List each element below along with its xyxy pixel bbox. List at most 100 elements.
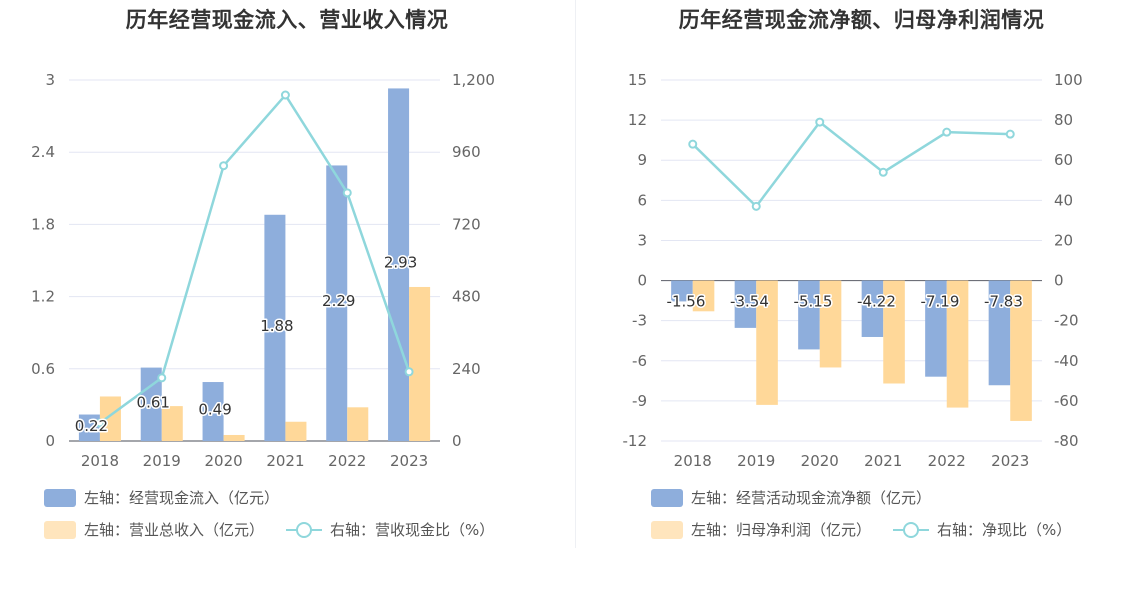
y-left-tick-label: 0 xyxy=(637,272,647,290)
y-right-tick-label: 240 xyxy=(452,360,481,378)
bar-left-series1 xyxy=(140,367,162,441)
bar-left-series1 xyxy=(798,280,820,350)
bar-left-series2 xyxy=(99,396,121,441)
legend-row-2: 左轴：归母净利润（亿元） 右轴：净现比（%） xyxy=(651,519,1093,540)
legend-swatch-bar1 xyxy=(44,488,76,507)
bar-left-series1 xyxy=(326,165,348,442)
y-right-tick-label: -20 xyxy=(1054,312,1079,330)
data-label: -4.22 xyxy=(857,293,896,311)
x-tick-label: 2020 xyxy=(801,452,839,470)
y-right-tick-label: -60 xyxy=(1054,392,1079,410)
bar-left-series1 xyxy=(671,280,693,302)
bar-left-series1 xyxy=(861,280,884,337)
line-point xyxy=(751,201,761,211)
legend-item-bar2[interactable]: 左轴：归母净利润（亿元） xyxy=(651,519,871,540)
y-right-tick-label: 20 xyxy=(1054,231,1073,249)
bar-left-series2 xyxy=(409,286,431,441)
bar-left-series1 xyxy=(202,382,224,441)
legend-item-bar1[interactable]: 左轴：经营活动现金流净额（亿元） xyxy=(651,487,931,508)
legend-item-bar1[interactable]: 左轴：经营现金流入（亿元） xyxy=(44,487,279,508)
line-point xyxy=(95,418,105,428)
legend-item-line[interactable]: 右轴：净现比（%） xyxy=(893,519,1071,540)
x-tick-label: 2018 xyxy=(81,452,119,470)
y-left-tick-label: 9 xyxy=(637,151,647,169)
chart-panel-right: 历年经营现金流净额、归母净利润情况 -12 -9 -6 -3 0 3 6 9 12 15 -80 -6… xyxy=(575,0,1148,589)
legend-item-line[interactable]: 右轴：营收现金比（%） xyxy=(286,519,494,540)
bar-left-series1 xyxy=(988,280,1011,386)
y-right-tick-label: 40 xyxy=(1054,191,1073,209)
legend-label: 左轴：经营现金流入（亿元） xyxy=(84,489,280,507)
y-left-tick-label: 2.4 xyxy=(31,143,55,161)
bar-left-series2 xyxy=(347,407,369,441)
x-tick-label: 2021 xyxy=(266,452,304,470)
data-label: -5.15 xyxy=(794,293,833,311)
x-tick-label: 2019 xyxy=(143,452,181,470)
data-label: -7.19 xyxy=(921,293,960,311)
line-point xyxy=(280,90,290,100)
y-right-tick-label: -80 xyxy=(1054,432,1079,450)
bar-left-series1 xyxy=(925,280,947,377)
y-left-tick-label: 3 xyxy=(45,71,55,89)
legend-label: 左轴：营业总收入（亿元） xyxy=(84,521,265,539)
y-right-tick-label: 0 xyxy=(452,432,462,450)
data-label: -3.54 xyxy=(730,293,769,311)
legend-swatch-line-icon xyxy=(893,521,930,539)
x-tick-label: 2021 xyxy=(864,452,902,470)
y-left-tick-label: 12 xyxy=(628,111,647,129)
data-label: 0.61 xyxy=(137,393,170,411)
bar-left-series2 xyxy=(1010,280,1032,421)
legend-label: 右轴：净现比（%） xyxy=(937,521,1072,539)
y-right-tick-label: 60 xyxy=(1054,151,1073,169)
chart-title: 历年经营现金流入、营业收入情况 xyxy=(125,8,449,32)
line-series xyxy=(691,120,1011,209)
data-label: 2.93 xyxy=(384,254,417,272)
y-right-tick-label: 960 xyxy=(452,143,481,161)
y-left-tick-label: 0.6 xyxy=(31,360,55,378)
bar-left-series1 xyxy=(264,214,286,441)
y-right-tick-label: 720 xyxy=(452,215,481,233)
bar-left-series2 xyxy=(819,280,842,368)
bar-left-series2 xyxy=(756,280,778,405)
y-left-tick-label: 15 xyxy=(628,71,647,89)
chart-title: 历年经营现金流净额、归母净利润情况 xyxy=(678,8,1045,32)
legend-row-1: 左轴：经营现金流入（亿元） xyxy=(44,487,301,508)
data-label: -1.56 xyxy=(667,293,706,311)
bar-left-series2 xyxy=(285,421,307,441)
line-series xyxy=(99,92,411,424)
bar-left-series1 xyxy=(78,414,100,441)
legend-row-2: 左轴：营业总收入（亿元） 右轴：营收现金比（%） xyxy=(44,519,516,540)
legend-item-bar2[interactable]: 左轴：营业总收入（亿元） xyxy=(44,519,264,540)
bar-left-series2 xyxy=(223,434,245,441)
bar-left-series2 xyxy=(946,280,969,408)
line-point xyxy=(942,127,952,137)
line-point xyxy=(157,373,167,383)
data-label: -7.83 xyxy=(984,293,1023,311)
legend-swatch-line-icon xyxy=(286,521,323,539)
legend-label: 左轴：归母净利润（亿元） xyxy=(691,521,872,539)
y-left-tick-label: -6 xyxy=(632,352,647,370)
y-left-tick-label: -9 xyxy=(632,392,647,410)
y-right-tick-label: -40 xyxy=(1054,352,1079,370)
chart-svg-left: 0 0.6 1.2 1.8 2.4 3 0 240 480 720 960 1,200 2018 2019… xyxy=(31,71,495,470)
y-right-tick-label: 480 xyxy=(452,288,481,306)
y-left-tick-label: -12 xyxy=(623,432,648,450)
line-point xyxy=(1005,129,1015,139)
legend-swatch-bar2 xyxy=(44,520,76,539)
legend-swatch-bar1 xyxy=(651,488,683,507)
legend-label: 左轴：经营活动现金流净额（亿元） xyxy=(691,489,932,507)
bar-left-series2 xyxy=(883,280,905,384)
y-right-tick-label: 1,200 xyxy=(452,71,495,89)
y-left-tick-label: 3 xyxy=(637,231,647,249)
line-point xyxy=(404,367,414,377)
line-point xyxy=(688,139,698,149)
bar-left-series2 xyxy=(692,280,715,312)
y-left-tick-label: 1.8 xyxy=(31,215,55,233)
data-label: 1.88 xyxy=(260,317,293,335)
y-left-tick-label: 1.2 xyxy=(31,288,55,306)
legend-row-1: 左轴：经营活动现金流净额（亿元） xyxy=(651,487,953,508)
y-left-tick-label: -3 xyxy=(632,312,647,330)
line-point xyxy=(878,167,888,177)
legend-swatch-bar2 xyxy=(651,520,683,539)
x-tick-label: 2020 xyxy=(204,452,242,470)
x-tick-label: 2023 xyxy=(991,452,1029,470)
